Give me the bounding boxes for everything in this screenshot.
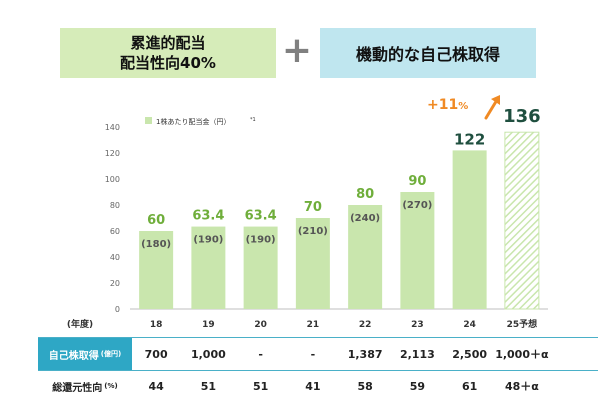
- bar-sub-label: (270): [402, 200, 432, 211]
- table-cell: 2,500: [452, 347, 488, 361]
- bar-value-label: 80: [356, 187, 374, 202]
- y-tick-label: 120: [105, 149, 120, 158]
- x-tick-label: 23: [411, 320, 424, 330]
- table-cell: 1,000: [190, 347, 226, 361]
- table-row-buyback: 自己株取得 (億円) 700 1,000 - - 1,387 2,113 2,500 1,000…: [38, 337, 598, 371]
- bar: [452, 150, 487, 309]
- bar: [295, 218, 330, 309]
- bar-value-label: 60: [147, 213, 165, 228]
- policy-box-buyback: 機動的な自己株取得: [320, 28, 536, 78]
- y-tick-label: 100: [105, 175, 120, 184]
- table-cell: 61: [461, 379, 478, 393]
- table-cell: 51: [252, 379, 269, 393]
- growth-text: +11%: [427, 97, 468, 113]
- x-tick-label: 19: [202, 320, 215, 330]
- policy-box-dividend: 累進的配当 配当性向40%: [60, 28, 276, 78]
- policy-line-buyback: 機動的な自己株取得: [355, 45, 500, 64]
- x-axis-title: (年度): [67, 318, 93, 330]
- policy-line-progressive: 累進的配当: [130, 34, 206, 52]
- row-unit-payout: (%): [104, 382, 118, 390]
- policy-line-payout: 配当性向40%: [120, 54, 216, 72]
- bar-sub-label: (240): [350, 213, 380, 224]
- bar-sub-label: (210): [298, 226, 328, 237]
- table-row-payout: 総還元性向 (%) 44 51 51 41 58 59 61 48＋α: [38, 371, 598, 401]
- row-unit-buyback: (億円): [100, 350, 122, 358]
- table-cell: 51: [200, 379, 217, 393]
- table-cell: 44: [148, 379, 164, 393]
- growth-arrow-line: [484, 98, 499, 120]
- x-tick-label: 24: [463, 320, 476, 330]
- x-tick-label: 22: [359, 320, 372, 330]
- table-cell: 700: [144, 347, 168, 361]
- table-cell: -: [310, 347, 316, 361]
- y-tick-label: 0: [115, 305, 120, 314]
- bar-sub-label: (190): [193, 235, 223, 246]
- row-label-payout: 総還元性向: [52, 382, 103, 394]
- y-tick-label: 20: [110, 279, 120, 288]
- x-tick-label: 21: [307, 320, 320, 330]
- bar-value-label: 122: [454, 130, 485, 148]
- legend-note: *1: [250, 117, 256, 123]
- x-axis: (年度) 18 19 20 21 22 23 24 25予想: [67, 318, 537, 330]
- bar-value-label: 90: [408, 174, 426, 189]
- growth-arrowhead: [491, 95, 500, 105]
- table-cell: 1,387: [347, 347, 383, 361]
- table-cell: 2,113: [399, 347, 435, 361]
- row-label-buyback: 自己株取得: [48, 350, 99, 362]
- table-cell: -: [258, 347, 263, 361]
- bar: [348, 205, 383, 309]
- bar: [400, 192, 435, 309]
- bar-value-label: 70: [304, 200, 322, 215]
- bar: [191, 226, 226, 309]
- legend-swatch: [145, 117, 152, 124]
- bar-value-label: 63.4: [245, 209, 277, 224]
- bar: [504, 131, 540, 310]
- bar: [243, 226, 278, 309]
- growth-annotation: +11%: [427, 95, 500, 120]
- y-tick-label: 40: [110, 253, 120, 262]
- x-tick-label: 18: [150, 320, 163, 330]
- table-cell: 58: [357, 379, 373, 393]
- growth-value: +11: [427, 97, 458, 113]
- table-cell: 1,000＋α: [495, 348, 549, 361]
- legend-label: 1株あたり配当金（円）: [156, 117, 230, 126]
- bar-sub-label: (180): [141, 239, 171, 250]
- plus-sign: +: [281, 30, 313, 71]
- y-tick-label: 140: [105, 123, 120, 132]
- bar-value-label: 136: [503, 106, 541, 127]
- bar-sub-label: (190): [246, 235, 276, 246]
- x-tick-label: 20: [254, 320, 267, 330]
- bar-value-label: 63.4: [192, 209, 224, 224]
- dividend-bar-chart: 0 20 40 60 80 100 120 140 60 (180) 63.4 (190) 63.4 (…: [67, 95, 548, 330]
- table-cell: 41: [305, 379, 321, 393]
- bar-series: 60 (180) 63.4 (190) 63.4 (190) 70 (210) 80 (240) 9…: [139, 106, 541, 310]
- y-tick-label: 60: [110, 227, 120, 236]
- growth-unit: %: [458, 101, 468, 112]
- legend: 1株あたり配当金（円） *1: [145, 117, 256, 126]
- table-cell: 48＋α: [504, 380, 539, 393]
- bar: [139, 231, 174, 309]
- row-header-buyback: 自己株取得 (億円): [38, 338, 132, 370]
- x-tick-label: 25予想: [507, 318, 538, 330]
- row-header-payout: 総還元性向 (%): [38, 371, 132, 401]
- table-cell: 59: [409, 379, 426, 393]
- y-tick-label: 80: [110, 201, 120, 210]
